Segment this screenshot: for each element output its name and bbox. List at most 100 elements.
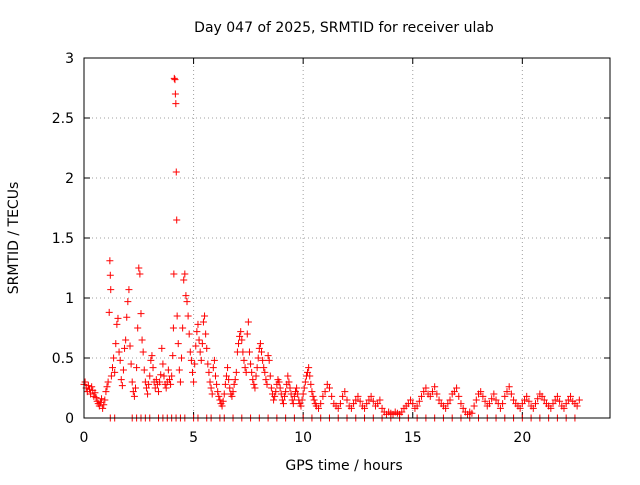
data-point — [224, 364, 232, 372]
y-tick-label: 0 — [65, 411, 74, 427]
data-point — [297, 402, 305, 410]
data-point — [352, 396, 360, 404]
data-point — [98, 395, 106, 403]
data-point — [113, 320, 121, 328]
data-point — [310, 396, 318, 404]
data-point — [160, 372, 168, 380]
data-point — [341, 388, 349, 396]
data-point — [185, 330, 193, 338]
data-point — [244, 318, 252, 326]
y-tick-label: 2.5 — [52, 111, 74, 127]
data-point — [146, 372, 154, 380]
data-point — [214, 388, 222, 396]
data-point — [556, 397, 564, 405]
data-point — [84, 382, 92, 390]
data-point — [151, 384, 159, 392]
data-point — [110, 354, 118, 362]
data-point — [553, 392, 561, 400]
data-point — [194, 320, 202, 328]
data-point — [91, 389, 99, 397]
data-point — [258, 348, 266, 356]
data-point — [208, 390, 216, 398]
data-point — [298, 396, 306, 404]
data-point — [321, 388, 329, 396]
data-point — [162, 384, 170, 392]
data-point — [503, 388, 511, 396]
data-point — [457, 400, 465, 408]
data-point — [226, 384, 234, 392]
data-point — [531, 400, 539, 408]
data-point — [521, 396, 529, 404]
data-point — [252, 372, 260, 380]
data-point — [261, 368, 269, 376]
data-point — [221, 380, 229, 388]
data-point — [431, 383, 439, 391]
data-point — [334, 404, 342, 412]
data-point — [102, 388, 110, 396]
data-point — [123, 313, 131, 321]
data-point — [433, 390, 441, 398]
data-point — [99, 404, 107, 412]
data-point — [282, 388, 290, 396]
data-point — [285, 378, 293, 386]
data-point — [210, 356, 218, 364]
data-point — [271, 392, 279, 400]
data-point — [193, 328, 201, 336]
data-point — [213, 380, 221, 388]
y-tick-label: 1.5 — [52, 231, 74, 247]
data-point — [225, 376, 233, 384]
data-point — [199, 318, 207, 326]
x-tick-label: 5 — [189, 430, 198, 446]
data-point — [293, 384, 301, 392]
data-point — [488, 395, 496, 403]
data-point — [128, 378, 136, 386]
chart-title: Day 047 of 2025, SRMTID for receiver ula… — [194, 20, 494, 36]
data-point — [254, 354, 262, 362]
data-point — [365, 396, 373, 404]
data-point — [125, 286, 133, 294]
data-point — [253, 364, 261, 372]
data-point — [272, 388, 280, 396]
data-point — [187, 356, 195, 364]
y-axis-label: SRMTID / TECUs — [6, 182, 22, 295]
data-point — [183, 298, 191, 306]
data-point — [450, 388, 458, 396]
data-point — [174, 340, 182, 348]
data-point — [172, 100, 180, 108]
data-point — [409, 400, 417, 408]
data-point — [130, 392, 138, 400]
data-point — [468, 409, 476, 417]
data-point — [124, 298, 132, 306]
data-point — [106, 257, 114, 265]
data-point — [264, 352, 272, 360]
data-point — [196, 348, 204, 356]
data-point — [455, 392, 463, 400]
data-point — [129, 388, 137, 396]
data-point — [516, 404, 524, 412]
data-point — [115, 348, 123, 356]
data-point — [288, 396, 296, 404]
data-point — [127, 360, 135, 368]
data-point — [178, 354, 186, 362]
data-point — [180, 276, 188, 284]
data-point — [116, 356, 124, 364]
data-point — [121, 344, 129, 352]
grid-lines — [84, 58, 610, 418]
data-point — [567, 392, 575, 400]
data-point — [88, 383, 96, 391]
data-point — [137, 310, 145, 318]
data-point — [219, 397, 227, 405]
data-point — [309, 392, 317, 400]
data-point — [374, 400, 382, 408]
data-point — [479, 392, 487, 400]
data-point — [190, 378, 198, 386]
data-point — [350, 400, 358, 408]
data-point — [173, 216, 181, 224]
data-point — [323, 380, 331, 388]
data-point — [149, 364, 157, 372]
data-point — [247, 360, 255, 368]
data-point — [444, 400, 452, 408]
data-point — [133, 364, 141, 372]
data-point — [347, 404, 355, 412]
